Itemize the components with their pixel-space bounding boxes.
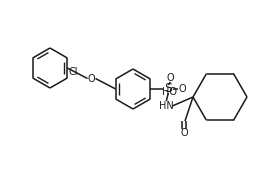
Text: Cl: Cl bbox=[68, 67, 78, 77]
Text: HO: HO bbox=[162, 87, 177, 97]
Text: O: O bbox=[180, 128, 188, 138]
Text: O: O bbox=[178, 84, 186, 94]
Text: O: O bbox=[88, 74, 95, 83]
Text: HN: HN bbox=[159, 101, 174, 111]
Text: O: O bbox=[166, 73, 174, 83]
Text: S: S bbox=[164, 82, 172, 95]
